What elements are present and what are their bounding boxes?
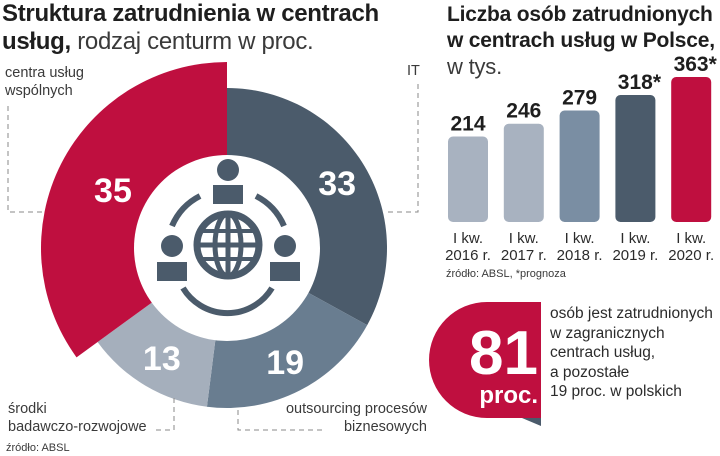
- pie-chart-title: Struktura zatrudnienia w centrach usług,…: [2, 0, 422, 56]
- bar-category-label: I kw.: [565, 230, 595, 247]
- badge-description: osób jest zatrudnionych w zagranicznych …: [550, 304, 713, 402]
- bar-category-label: 2018 r.: [557, 247, 603, 264]
- badge-text-line: osób jest zatrudnionych: [550, 305, 713, 322]
- badge-text-line: w zagranicznych: [550, 324, 665, 342]
- pie-title-subtitle: rodzaj centurm w proc.: [70, 28, 314, 55]
- people-globe-network-icon: [157, 159, 300, 317]
- pie-title-bold: Struktura zatrudnienia w centrach usług,: [2, 0, 379, 55]
- pie-label-ssc: centra usług wspólnych: [5, 64, 84, 100]
- pie-slice: [41, 62, 228, 358]
- pie-label-bpo: outsourcing procesów biznesowych: [240, 400, 427, 436]
- pie-value-label: 33: [318, 165, 356, 203]
- pie-value-label: 35: [94, 172, 132, 210]
- pie-value-label: 19: [266, 344, 304, 382]
- pie-label-ssc-line2: wspólnych: [5, 83, 73, 99]
- leader-line-bpo: [237, 410, 322, 431]
- pie-label-rd: środki badawczo-rozwojowe: [8, 400, 147, 436]
- bar-category-label: 2020 r.: [668, 247, 714, 264]
- bar: [448, 136, 488, 222]
- badge-text-line: a pozostałe: [550, 363, 630, 381]
- percent-badge: 81 proc.: [429, 302, 541, 426]
- bar-category-label: 2019 r.: [612, 247, 658, 264]
- badge-text-line: 19 proc. w polskich: [550, 383, 682, 400]
- badge-value: 81: [469, 319, 538, 388]
- bar-category-label: 2016 r.: [445, 247, 491, 264]
- leader-line-ssc: [7, 106, 46, 213]
- bar-value-label: 318*: [618, 71, 662, 94]
- pie-label-ssc-line1: centra usług: [5, 65, 84, 81]
- pie-source: źródło: ABSL: [6, 442, 70, 454]
- bar-category-label: I kw.: [620, 230, 650, 247]
- badge-shape: [429, 302, 541, 418]
- bar-category-label: I kw.: [676, 230, 706, 247]
- leader-lines: [7, 84, 419, 431]
- badge-text-line: centrach usług,: [550, 344, 656, 361]
- pie-label-bpo-line1: outsourcing procesów: [285, 401, 427, 417]
- bar-title-line1: Liczba osób zatrudnionych: [447, 3, 713, 26]
- bar-category-label: 2017 r.: [501, 247, 547, 264]
- bar: [503, 123, 544, 222]
- badge-unit: proc.: [479, 382, 538, 409]
- pie-label-rd-line1: środki: [8, 401, 47, 417]
- bar-value-label: 279: [562, 87, 597, 110]
- bar-category-label: I kw.: [509, 230, 539, 247]
- pie-value-label: 13: [143, 340, 181, 378]
- bar-value-label: 214: [450, 113, 485, 136]
- bar-chart-title: Liczba osób zatrudnionych w centrach usł…: [447, 2, 715, 80]
- pie-label-it: IT: [407, 63, 420, 79]
- bar: [671, 77, 712, 222]
- bar-category-label: I kw.: [453, 230, 483, 247]
- bar-title-line2: w centrach usług w Polsce,: [447, 29, 715, 52]
- leader-line-it: [386, 84, 419, 213]
- pie-chart: 33 19 13 35: [7, 62, 419, 431]
- bar-value-label: 246: [506, 100, 541, 123]
- bar-value-label: 363*: [674, 53, 718, 76]
- bar: [615, 94, 656, 222]
- leader-line-rd: [152, 398, 175, 431]
- pie-label-bpo-line2: biznesowych: [343, 419, 427, 435]
- bar-source: źródło: ABSL, *prognoza: [446, 268, 566, 280]
- bar: [559, 110, 600, 222]
- pie-label-rd-line2: badawczo-rozwojowe: [8, 419, 147, 435]
- badge-tail: [522, 418, 541, 426]
- bar-title-unit: w tys.: [447, 54, 503, 79]
